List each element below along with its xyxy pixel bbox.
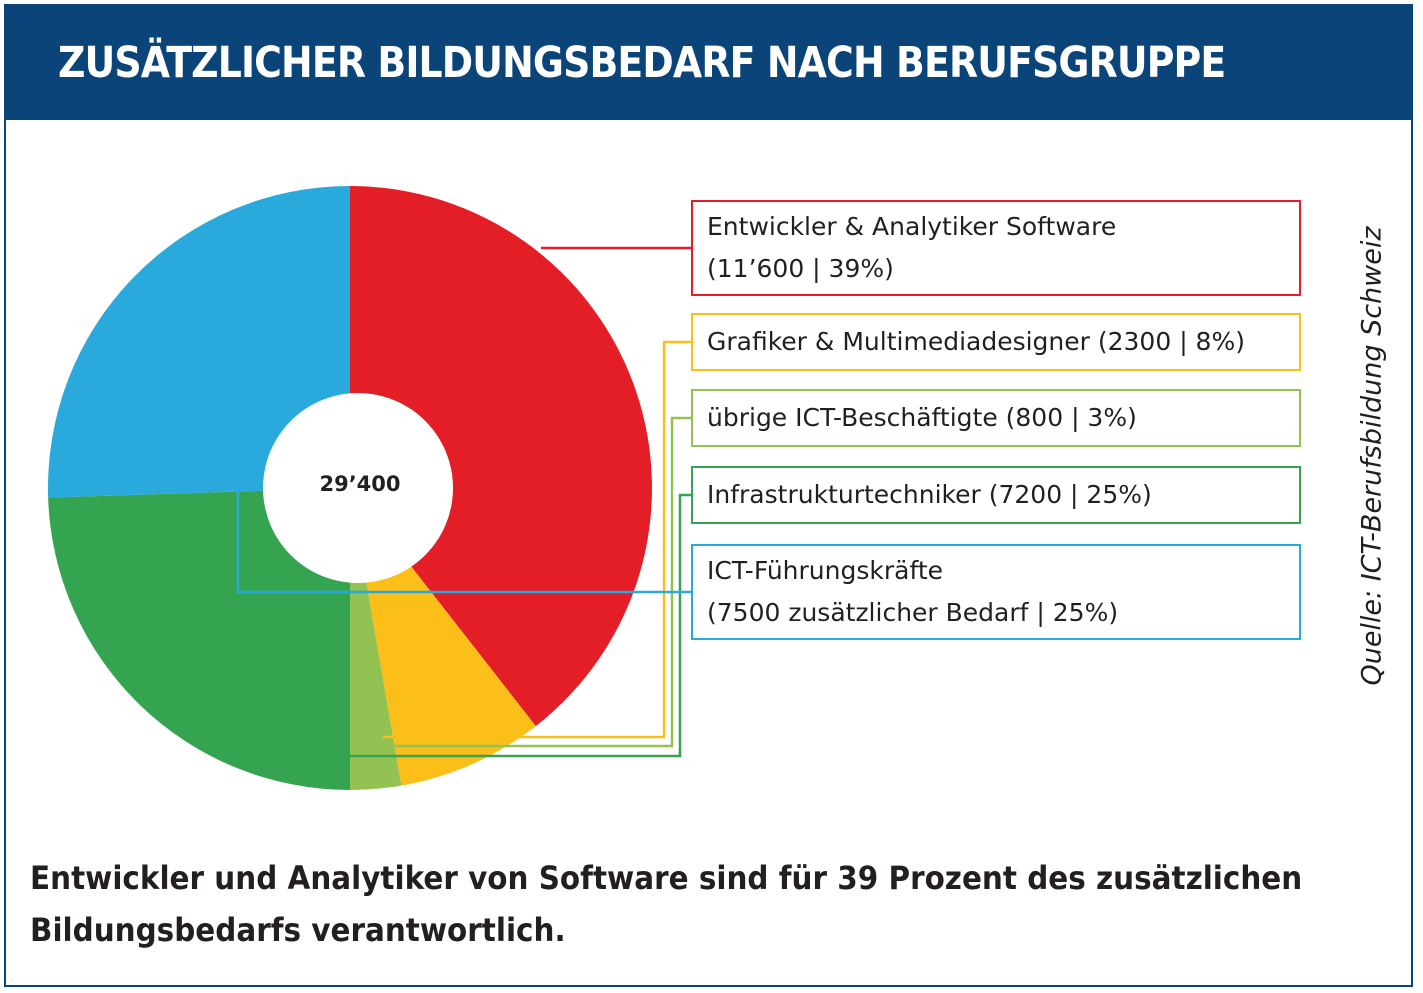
- leader-line-fuehrung: [236, 488, 692, 594]
- legend-label: Infrastrukturtechniker (7200 | 25%): [707, 480, 1152, 509]
- pie-slice-infrastruktur: [48, 488, 351, 790]
- pie-slice-fuehrung: [48, 186, 350, 498]
- legend-label: ICT-Führungskräfte: [707, 556, 944, 585]
- legend-box-infrastruktur: Infrastrukturtechniker (7200 | 25%): [691, 466, 1301, 524]
- caption-line-2: Bildungsbedarfs verantwortlich.: [30, 911, 566, 949]
- chart-title: ZUSÄTZLICHER BILDUNGSBEDARF NACH BERUFSG…: [58, 38, 1226, 88]
- leader-line-grafiker: [383, 340, 692, 739]
- caption-line-1: Entwickler und Analytiker von Software s…: [30, 859, 1303, 897]
- legend-value: (11’600 | 39%): [707, 254, 894, 283]
- center-total-label: 29’400: [319, 472, 400, 496]
- legend-box-grafiker: Grafiker & Multimediadesigner (2300 | 8%…: [691, 313, 1301, 371]
- header-bar: ZUSÄTZLICHER BILDUNGSBEDARF NACH BERUFSG…: [4, 4, 1413, 120]
- legend-label: Entwickler & Analytiker Software: [707, 212, 1117, 241]
- legend-box-fuehrung: ICT-Führungskräfte (7500 zusätzlicher Be…: [691, 544, 1301, 640]
- legend-label: Grafiker & Multimediadesigner (2300 | 8%…: [707, 327, 1245, 356]
- source-text: Quelle: ICT-Berufsbildung Schweiz: [1356, 226, 1388, 686]
- leader-line-uebrige: [393, 416, 692, 748]
- source-note: Quelle: ICT-Berufsbildung Schweiz: [1350, 206, 1394, 706]
- legend-box-software: Entwickler & Analytiker Software (11’600…: [691, 200, 1301, 296]
- legend-box-uebrige: übrige ICT-Beschäftigte (800 | 3%): [691, 389, 1301, 447]
- pie-hole: [263, 393, 453, 583]
- leader-line-infrastruktur: [350, 493, 692, 758]
- legend-value: (7500 zusätzlicher Bedarf | 25%): [707, 598, 1119, 627]
- caption: Entwickler und Analytiker von Software s…: [30, 852, 1370, 956]
- legend-label: übrige ICT-Beschäftigte (800 | 3%): [707, 403, 1137, 432]
